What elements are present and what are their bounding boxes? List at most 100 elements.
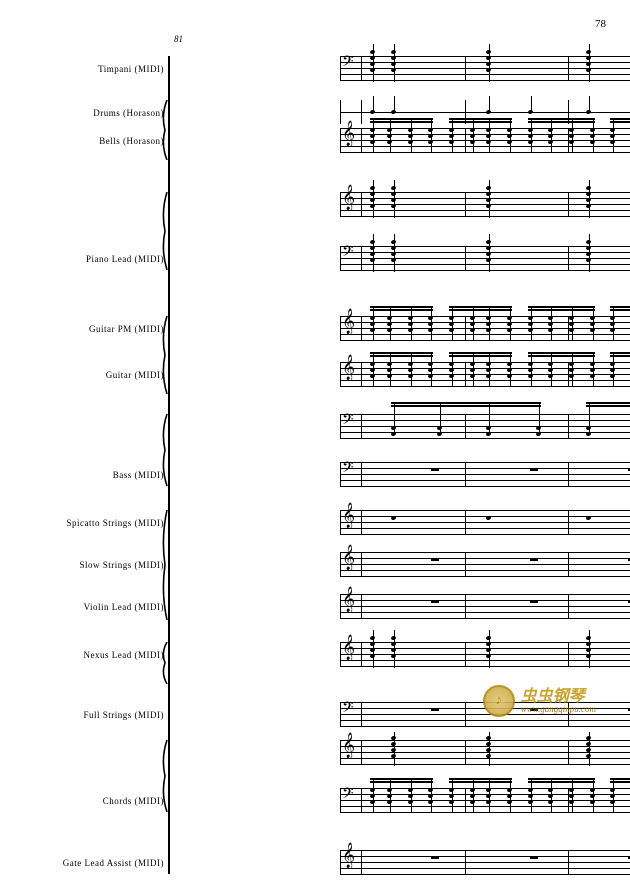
barline <box>465 414 466 438</box>
treble-clef-icon: 𝄞 <box>342 844 355 866</box>
barline <box>340 316 341 340</box>
measure-number: 81 <box>174 34 183 44</box>
barline <box>465 552 466 576</box>
barline <box>361 594 362 618</box>
barline <box>361 510 362 534</box>
barline <box>340 740 341 764</box>
barline <box>568 642 569 666</box>
instrument-label-guitarpm: Guitar PM (MIDI) <box>4 324 164 334</box>
barline <box>568 788 569 812</box>
barline <box>465 56 466 80</box>
instrument-label-bells: Bells (Horason) <box>4 136 164 146</box>
instrument-label-chords_b: Chords (MIDI) <box>4 796 164 806</box>
barline <box>465 850 466 874</box>
barline <box>568 192 569 216</box>
barline <box>340 128 341 152</box>
barline <box>361 128 362 152</box>
barline <box>465 462 466 486</box>
barline <box>568 128 569 152</box>
barline <box>340 702 341 726</box>
barline <box>340 850 341 874</box>
staff-bass_b: 𝄢 <box>340 462 630 486</box>
barline <box>465 702 466 726</box>
staff-violin: 𝄞 <box>340 594 630 618</box>
watermark-url: www.gangqinpu.com <box>521 705 596 714</box>
barline <box>361 552 362 576</box>
instrument-label-gate: Gate Lead Assist (MIDI) <box>4 858 164 868</box>
barline <box>465 362 466 386</box>
barline <box>340 100 341 124</box>
barline <box>340 788 341 812</box>
brace-drums <box>160 100 168 160</box>
instrument-label-timpani: Timpani (MIDI) <box>4 64 164 74</box>
treble-clef-icon: 𝄞 <box>342 636 355 658</box>
barline <box>361 642 362 666</box>
barline <box>568 552 569 576</box>
barline <box>568 510 569 534</box>
staff-chords_t: 𝄞 <box>340 740 630 764</box>
barline <box>465 594 466 618</box>
instrument-label-spicc: Spicatto Strings (MIDI) <box>4 518 164 528</box>
barline <box>340 414 341 438</box>
barline <box>361 316 362 340</box>
staff-guitar: 𝄞 <box>340 362 630 386</box>
barline <box>465 642 466 666</box>
bass-clef-icon: 𝄢 <box>342 786 354 804</box>
staff-bells: 𝄞 <box>340 128 630 152</box>
barline <box>361 850 362 874</box>
barline <box>361 788 362 812</box>
site-watermark: ♪ 虫虫钢琴 www.gangqinpu.com <box>483 685 596 717</box>
bass-clef-icon: 𝄢 <box>342 244 354 262</box>
instrument-label-nexus: Nexus Lead (MIDI) <box>4 650 164 660</box>
bass-clef-icon: 𝄢 <box>342 412 354 430</box>
music-note-icon: ♪ <box>483 685 515 717</box>
barline <box>568 740 569 764</box>
barline <box>465 246 466 270</box>
barline <box>568 316 569 340</box>
barline <box>568 362 569 386</box>
staff-bass_t: 𝄢 <box>340 414 630 438</box>
barline <box>361 414 362 438</box>
staff-piano_t: 𝄞 <box>340 192 630 216</box>
staff-chords_b: 𝄢 <box>340 788 630 812</box>
barline <box>340 552 341 576</box>
barline <box>568 850 569 874</box>
barline <box>361 702 362 726</box>
barline <box>340 56 341 80</box>
barline <box>568 462 569 486</box>
barline <box>465 100 466 124</box>
staff-timpani: 𝄢 <box>340 56 630 80</box>
barline <box>361 192 362 216</box>
instrument-label-bass_b: Bass (MIDI) <box>4 470 164 480</box>
barline <box>340 510 341 534</box>
barline <box>340 192 341 216</box>
barline <box>465 510 466 534</box>
barline <box>361 362 362 386</box>
staff-piano_b: 𝄢 <box>340 246 630 270</box>
barline <box>340 594 341 618</box>
page-number: 78 <box>595 18 606 30</box>
barline <box>568 100 569 124</box>
treble-clef-icon: 𝄞 <box>342 504 355 526</box>
brace-nexus <box>160 642 168 684</box>
barline <box>568 246 569 270</box>
staff-gate: 𝄞 <box>340 850 630 874</box>
treble-clef-icon: 𝄞 <box>342 186 355 208</box>
instrument-label-full: Full Strings (MIDI) <box>4 710 164 720</box>
instrument-label-drums: Drums (Horason) <box>4 108 164 118</box>
treble-clef-icon: 𝄞 <box>342 588 355 610</box>
barline <box>465 316 466 340</box>
barline <box>361 56 362 80</box>
barline <box>568 56 569 80</box>
staff-nexus: 𝄞 <box>340 642 630 666</box>
bass-clef-icon: 𝄢 <box>342 700 354 718</box>
barline <box>465 788 466 812</box>
barline <box>465 128 466 152</box>
barline <box>465 740 466 764</box>
barline <box>568 594 569 618</box>
barline <box>465 192 466 216</box>
treble-clef-icon: 𝄞 <box>342 546 355 568</box>
barline <box>361 100 362 124</box>
barline <box>361 462 362 486</box>
bass-clef-icon: 𝄢 <box>342 460 354 478</box>
